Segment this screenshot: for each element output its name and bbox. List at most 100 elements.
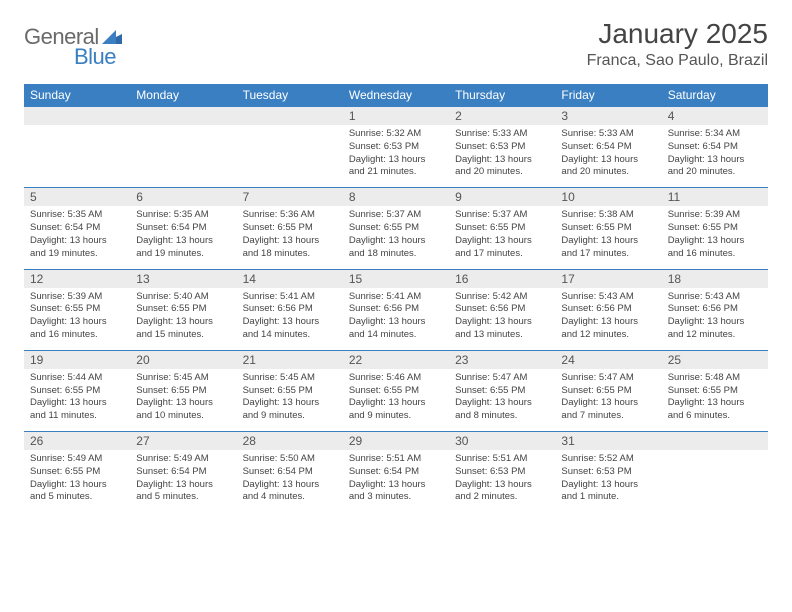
day-cell: 14Sunrise: 5:41 AMSunset: 6:56 PMDayligh… [237,269,343,350]
dayhead-mon: Monday [130,84,236,107]
day-body [662,450,768,512]
day-cell: 26Sunrise: 5:49 AMSunset: 6:55 PMDayligh… [24,432,130,513]
day-cell [24,107,130,188]
day-cell: 31Sunrise: 5:52 AMSunset: 6:53 PMDayligh… [555,432,661,513]
day-cell: 21Sunrise: 5:45 AMSunset: 6:55 PMDayligh… [237,350,343,431]
title-block: January 2025 Franca, Sao Paulo, Brazil [587,18,768,70]
day-cell: 7Sunrise: 5:36 AMSunset: 6:55 PMDaylight… [237,188,343,269]
day-number: 1 [343,107,449,125]
sunrise-text: Sunrise: 5:37 AM [349,209,443,222]
header: General January 2025 Franca, Sao Paulo, … [24,18,768,70]
daylight-text: Daylight: 13 hours and 17 minutes. [455,235,549,261]
logo-text-blue: Blue [74,44,116,69]
daylight-text: Daylight: 13 hours and 11 minutes. [30,397,124,423]
day-cell [662,432,768,513]
sunrise-text: Sunrise: 5:50 AM [243,453,337,466]
daylight-text: Daylight: 13 hours and 12 minutes. [668,316,762,342]
day-body: Sunrise: 5:35 AMSunset: 6:54 PMDaylight:… [24,206,130,268]
day-body: Sunrise: 5:51 AMSunset: 6:54 PMDaylight:… [343,450,449,512]
daylight-text: Daylight: 13 hours and 3 minutes. [349,479,443,505]
daylight-text: Daylight: 13 hours and 13 minutes. [455,316,549,342]
sunset-text: Sunset: 6:53 PM [455,466,549,479]
day-number: 12 [24,270,130,288]
sunset-text: Sunset: 6:55 PM [30,466,124,479]
day-cell: 20Sunrise: 5:45 AMSunset: 6:55 PMDayligh… [130,350,236,431]
daylight-text: Daylight: 13 hours and 5 minutes. [136,479,230,505]
sunrise-text: Sunrise: 5:52 AM [561,453,655,466]
daylight-text: Daylight: 13 hours and 1 minute. [561,479,655,505]
daylight-text: Daylight: 13 hours and 12 minutes. [561,316,655,342]
day-body: Sunrise: 5:40 AMSunset: 6:55 PMDaylight:… [130,288,236,350]
sunset-text: Sunset: 6:55 PM [561,385,655,398]
day-body: Sunrise: 5:33 AMSunset: 6:53 PMDaylight:… [449,125,555,187]
sunrise-text: Sunrise: 5:51 AM [455,453,549,466]
day-number: 9 [449,188,555,206]
daylight-text: Daylight: 13 hours and 17 minutes. [561,235,655,261]
day-cell: 24Sunrise: 5:47 AMSunset: 6:55 PMDayligh… [555,350,661,431]
week-row: 19Sunrise: 5:44 AMSunset: 6:55 PMDayligh… [24,350,768,431]
week-row: 26Sunrise: 5:49 AMSunset: 6:55 PMDayligh… [24,432,768,513]
sunset-text: Sunset: 6:53 PM [455,141,549,154]
sunset-text: Sunset: 6:54 PM [561,141,655,154]
location: Franca, Sao Paulo, Brazil [587,52,768,70]
day-cell: 3Sunrise: 5:33 AMSunset: 6:54 PMDaylight… [555,107,661,188]
day-cell: 22Sunrise: 5:46 AMSunset: 6:55 PMDayligh… [343,350,449,431]
dayhead-sat: Saturday [662,84,768,107]
day-number: 8 [343,188,449,206]
day-body: Sunrise: 5:43 AMSunset: 6:56 PMDaylight:… [662,288,768,350]
day-cell: 29Sunrise: 5:51 AMSunset: 6:54 PMDayligh… [343,432,449,513]
daylight-text: Daylight: 13 hours and 18 minutes. [243,235,337,261]
sunset-text: Sunset: 6:55 PM [243,385,337,398]
day-body: Sunrise: 5:38 AMSunset: 6:55 PMDaylight:… [555,206,661,268]
week-row: 5Sunrise: 5:35 AMSunset: 6:54 PMDaylight… [24,188,768,269]
day-body: Sunrise: 5:33 AMSunset: 6:54 PMDaylight:… [555,125,661,187]
day-number: 3 [555,107,661,125]
day-cell: 9Sunrise: 5:37 AMSunset: 6:55 PMDaylight… [449,188,555,269]
day-number: 29 [343,432,449,450]
sunset-text: Sunset: 6:54 PM [243,466,337,479]
day-body: Sunrise: 5:45 AMSunset: 6:55 PMDaylight:… [237,369,343,431]
sunrise-text: Sunrise: 5:33 AM [455,128,549,141]
daylight-text: Daylight: 13 hours and 6 minutes. [668,397,762,423]
day-number: 13 [130,270,236,288]
day-cell: 8Sunrise: 5:37 AMSunset: 6:55 PMDaylight… [343,188,449,269]
day-number: 27 [130,432,236,450]
sunset-text: Sunset: 6:54 PM [668,141,762,154]
day-number: 17 [555,270,661,288]
sunrise-text: Sunrise: 5:46 AM [349,372,443,385]
day-cell: 11Sunrise: 5:39 AMSunset: 6:55 PMDayligh… [662,188,768,269]
day-number: 18 [662,270,768,288]
day-cell: 27Sunrise: 5:49 AMSunset: 6:54 PMDayligh… [130,432,236,513]
daylight-text: Daylight: 13 hours and 19 minutes. [30,235,124,261]
daylight-text: Daylight: 13 hours and 4 minutes. [243,479,337,505]
day-cell: 12Sunrise: 5:39 AMSunset: 6:55 PMDayligh… [24,269,130,350]
dayhead-fri: Friday [555,84,661,107]
day-cell: 23Sunrise: 5:47 AMSunset: 6:55 PMDayligh… [449,350,555,431]
day-number: 4 [662,107,768,125]
day-body: Sunrise: 5:43 AMSunset: 6:56 PMDaylight:… [555,288,661,350]
sunrise-text: Sunrise: 5:35 AM [136,209,230,222]
sunrise-text: Sunrise: 5:51 AM [349,453,443,466]
day-body [130,125,236,187]
day-cell: 25Sunrise: 5:48 AMSunset: 6:55 PMDayligh… [662,350,768,431]
sunrise-text: Sunrise: 5:40 AM [136,291,230,304]
day-cell: 13Sunrise: 5:40 AMSunset: 6:55 PMDayligh… [130,269,236,350]
day-number: 10 [555,188,661,206]
sunrise-text: Sunrise: 5:37 AM [455,209,549,222]
day-body: Sunrise: 5:44 AMSunset: 6:55 PMDaylight:… [24,369,130,431]
day-body [237,125,343,187]
sunset-text: Sunset: 6:56 PM [561,303,655,316]
sunrise-text: Sunrise: 5:47 AM [561,372,655,385]
day-number: 22 [343,351,449,369]
day-cell: 5Sunrise: 5:35 AMSunset: 6:54 PMDaylight… [24,188,130,269]
day-body: Sunrise: 5:50 AMSunset: 6:54 PMDaylight:… [237,450,343,512]
daylight-text: Daylight: 13 hours and 18 minutes. [349,235,443,261]
sunset-text: Sunset: 6:55 PM [561,222,655,235]
day-number: 24 [555,351,661,369]
sunrise-text: Sunrise: 5:43 AM [668,291,762,304]
dayhead-sun: Sunday [24,84,130,107]
day-number: 11 [662,188,768,206]
day-body: Sunrise: 5:37 AMSunset: 6:55 PMDaylight:… [343,206,449,268]
sunset-text: Sunset: 6:55 PM [349,385,443,398]
sunrise-text: Sunrise: 5:42 AM [455,291,549,304]
